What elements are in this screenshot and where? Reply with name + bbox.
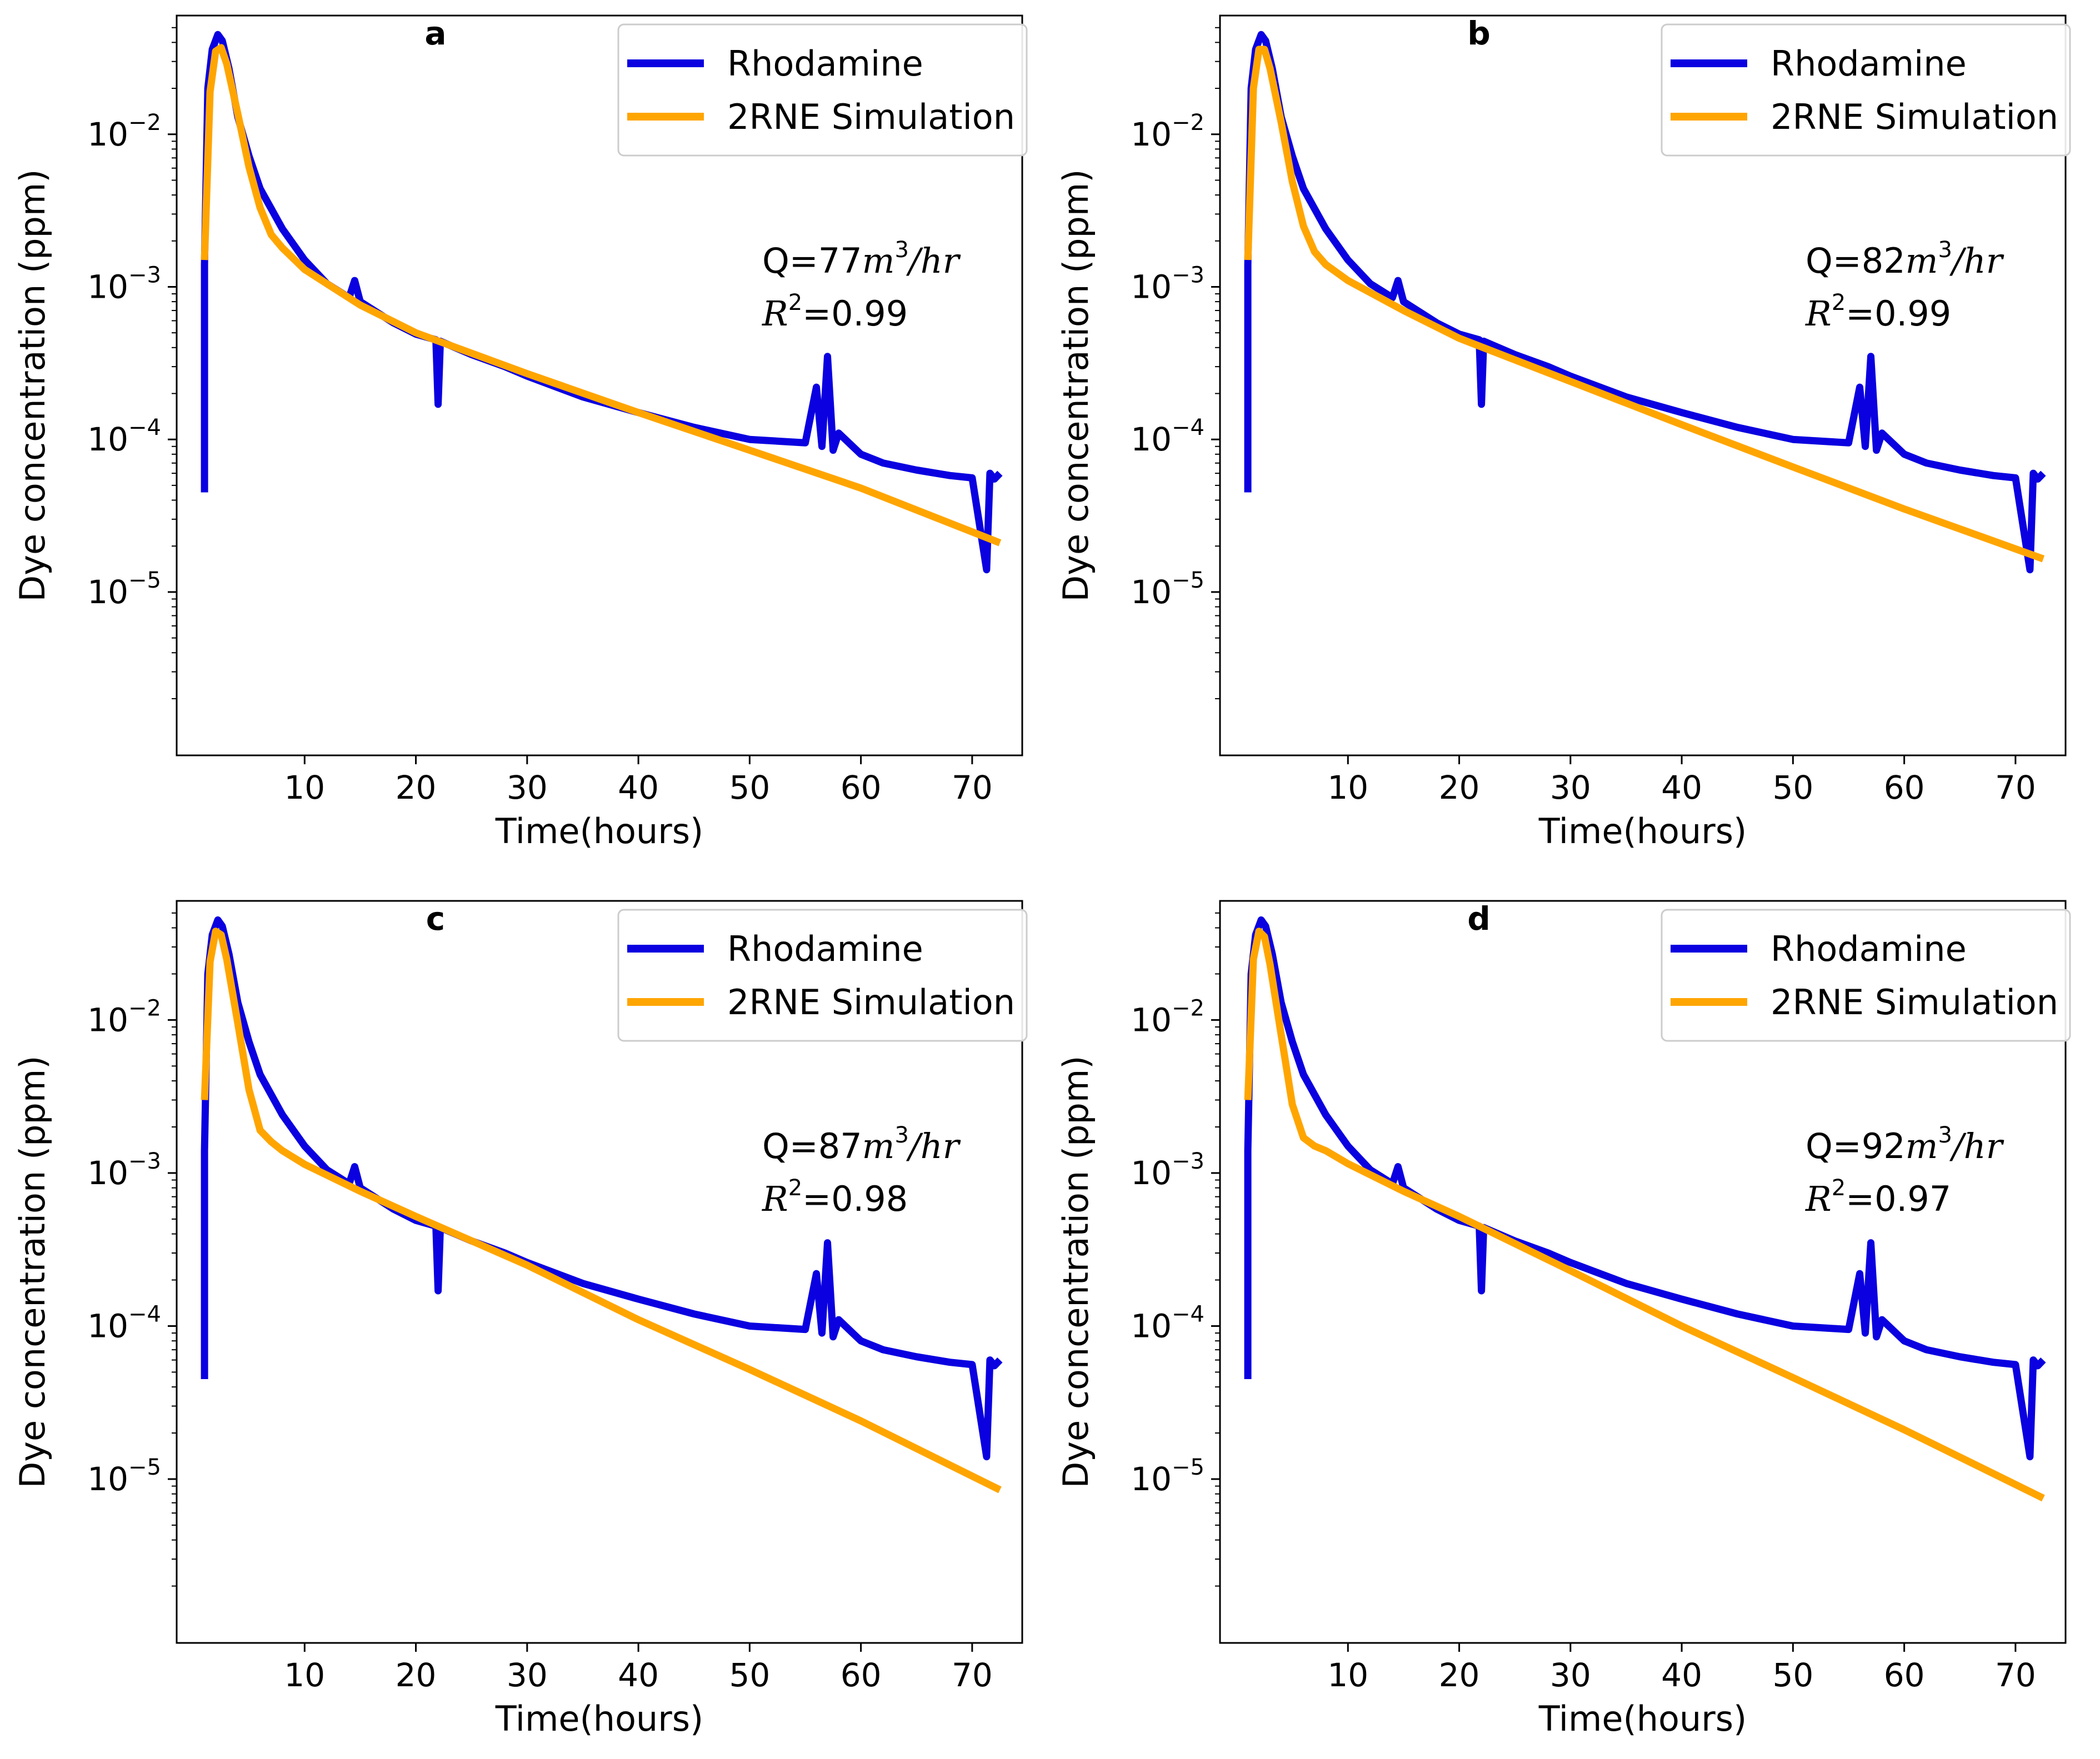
y-tick-label: 10−3	[87, 1149, 161, 1192]
legend-label: Rhodamine	[727, 929, 923, 969]
y-tick-label: 10−2	[1131, 110, 1204, 153]
y-tick-label: 10−2	[87, 110, 161, 153]
y-tick-label: 10−4	[87, 415, 161, 458]
simulation-series-line	[1244, 928, 2045, 1502]
axes-frame	[176, 14, 1023, 756]
axes-frame	[1219, 14, 2067, 756]
x-tick-label: 70	[952, 1656, 993, 1694]
legend-label: 2RNE Simulation	[1771, 97, 2058, 137]
legend-label: Rhodamine	[1771, 43, 1967, 84]
panel-letter: a	[424, 14, 446, 52]
y-tick-label: 10−4	[1131, 415, 1204, 458]
x-tick-label: 70	[952, 769, 993, 806]
panel-letter: c	[426, 900, 445, 938]
x-tick-label: 10	[1327, 1656, 1368, 1694]
legend-box	[617, 909, 1028, 1042]
x-axis-label: Time(hours)	[495, 1698, 703, 1739]
y-tick-label: 10−5	[1131, 568, 1204, 611]
legend: Rhodamine 2RNE Simulation	[1661, 23, 2071, 157]
simulation-series-line	[201, 928, 1002, 1494]
y-tick-label: 10−2	[1131, 995, 1204, 1039]
x-tick-label: 60	[841, 1656, 882, 1694]
legend-label: 2RNE Simulation	[727, 97, 1015, 137]
x-tick-label: 20	[396, 769, 437, 806]
legend-label: 2RNE Simulation	[1771, 982, 2058, 1023]
x-tick-label: 50	[1772, 1656, 1813, 1694]
y-tick-label: 10−4	[87, 1301, 161, 1345]
panel-d: 10 20 30 40 50 60 70 10−5 10−4 10−3 10−2 Time(hours…	[1056, 900, 2071, 1739]
legend: Rhodamine 2RNE Simulation	[617, 909, 1028, 1042]
x-axis-label: Time(hours)	[495, 811, 703, 851]
simulation-series-line	[201, 44, 1002, 547]
y-tick-label: 10−3	[1131, 1149, 1204, 1192]
simulation-series-line	[1244, 46, 2045, 563]
x-tick-label: 10	[284, 769, 325, 806]
y-tick-label: 10−5	[87, 568, 161, 611]
x-tick-label: 30	[507, 769, 548, 806]
y-tick-label: 10−5	[1131, 1455, 1204, 1498]
panel-letter: b	[1467, 14, 1491, 52]
y-axis-label: Dye concentration (ppm)	[1056, 169, 1096, 602]
legend-box	[1661, 909, 2071, 1042]
x-tick-label: 10	[284, 1656, 325, 1694]
x-tick-label: 20	[1439, 769, 1480, 806]
panel-c: 10 20 30 40 50 60 70 10−5 10−4 10−3 10−2 Time(hours…	[12, 900, 1028, 1739]
legend-label: Rhodamine	[727, 43, 923, 84]
panel-a: 10 20 30 40 50 60 70 10−5 10−4 10−3 10−2 Time(hours…	[12, 14, 1028, 851]
r-squared-annotation: R2=0.99	[1805, 290, 1951, 334]
x-tick-label: 20	[396, 1656, 437, 1694]
y-axis-label: Dye concentration (ppm)	[12, 1056, 53, 1489]
x-tick-label: 30	[507, 1656, 548, 1694]
x-tick-label: 40	[618, 1656, 659, 1694]
x-tick-label: 40	[618, 769, 659, 806]
legend: Rhodamine 2RNE Simulation	[1661, 909, 2071, 1042]
x-tick-label: 30	[1550, 769, 1591, 806]
axes-frame	[1219, 900, 2067, 1644]
r-squared-annotation: R2=0.97	[1805, 1175, 1951, 1219]
legend: Rhodamine 2RNE Simulation	[617, 23, 1028, 157]
r-squared-annotation: R2=0.99	[762, 290, 908, 334]
legend-label: Rhodamine	[1771, 929, 1967, 969]
x-tick-label: 30	[1550, 1656, 1591, 1694]
y-tick-label: 10−5	[87, 1455, 161, 1498]
x-tick-label: 40	[1661, 769, 1702, 806]
y-tick-label: 10−4	[1131, 1301, 1204, 1345]
x-tick-label: 70	[1995, 769, 2036, 806]
x-tick-label: 50	[729, 1656, 770, 1694]
panel-b: 10 20 30 40 50 60 70 10−5 10−4 10−3 10−2 Time(hours…	[1056, 14, 2071, 851]
flow-rate-annotation: Q=92m3/hr	[1806, 1122, 2004, 1166]
x-axis-label: Time(hours)	[1538, 1698, 1747, 1739]
flow-rate-annotation: Q=82m3/hr	[1806, 237, 2004, 281]
r-squared-annotation: R2=0.98	[762, 1175, 908, 1219]
axes-frame	[176, 900, 1023, 1644]
y-axis-label: Dye concentration (ppm)	[1056, 1056, 1096, 1489]
x-tick-label: 50	[729, 769, 770, 806]
x-tick-label: 40	[1661, 1656, 1702, 1694]
legend-label: 2RNE Simulation	[727, 982, 1015, 1023]
x-tick-label: 60	[1884, 769, 1925, 806]
panel-letter: d	[1467, 900, 1491, 938]
x-tick-label: 60	[1884, 1656, 1925, 1694]
x-tick-label: 50	[1772, 769, 1813, 806]
x-tick-label: 60	[841, 769, 882, 806]
x-axis-label: Time(hours)	[1538, 811, 1747, 851]
x-tick-label: 20	[1439, 1656, 1480, 1694]
y-tick-label: 10−3	[87, 262, 161, 305]
flow-rate-annotation: Q=87m3/hr	[762, 1122, 961, 1166]
y-tick-label: 10−3	[1131, 262, 1204, 305]
y-axis-label: Dye concentration (ppm)	[12, 169, 53, 602]
legend-box	[1661, 23, 2071, 157]
flow-rate-annotation: Q=77m3/hr	[762, 237, 961, 281]
x-tick-label: 70	[1995, 1656, 2036, 1694]
legend-box	[617, 23, 1028, 157]
x-tick-label: 10	[1327, 769, 1368, 806]
y-tick-label: 10−2	[87, 995, 161, 1039]
